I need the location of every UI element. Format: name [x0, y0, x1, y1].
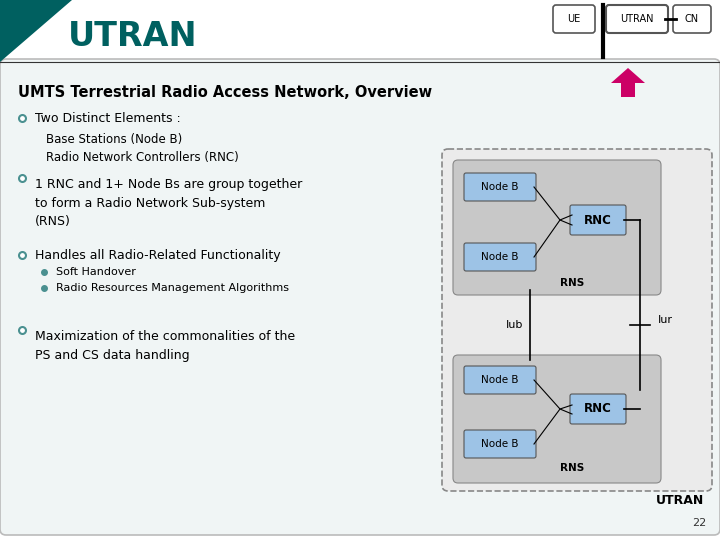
Text: Base Stations (Node B)
Radio Network Controllers (RNC): Base Stations (Node B) Radio Network Con…	[46, 133, 239, 164]
Text: RNC: RNC	[584, 213, 612, 226]
FancyBboxPatch shape	[570, 394, 626, 424]
FancyBboxPatch shape	[621, 83, 635, 97]
Text: Handles all Radio-Related Functionality: Handles all Radio-Related Functionality	[35, 248, 281, 261]
FancyBboxPatch shape	[673, 5, 711, 33]
FancyBboxPatch shape	[553, 5, 595, 33]
FancyBboxPatch shape	[453, 355, 661, 483]
FancyBboxPatch shape	[570, 205, 626, 235]
Text: Soft Handover: Soft Handover	[56, 267, 136, 277]
Text: RNS: RNS	[560, 278, 584, 288]
FancyBboxPatch shape	[453, 160, 661, 295]
Text: 1 RNC and 1+ Node Bs are group together
to form a Radio Network Sub-system
(RNS): 1 RNC and 1+ Node Bs are group together …	[35, 178, 302, 228]
Text: Iur: Iur	[658, 315, 673, 325]
FancyBboxPatch shape	[464, 366, 536, 394]
Text: Two Distinct Elements :: Two Distinct Elements :	[35, 111, 181, 125]
Text: CN: CN	[685, 14, 699, 24]
Text: Iub: Iub	[506, 320, 523, 330]
FancyBboxPatch shape	[464, 430, 536, 458]
Text: UE: UE	[567, 14, 580, 24]
Text: RNS: RNS	[560, 463, 584, 473]
Text: Radio Resources Management Algorithms: Radio Resources Management Algorithms	[56, 283, 289, 293]
FancyBboxPatch shape	[0, 0, 720, 62]
Text: Node B: Node B	[481, 252, 518, 262]
Text: Node B: Node B	[481, 439, 518, 449]
Text: UTRAN: UTRAN	[656, 494, 704, 507]
Text: UTRAN: UTRAN	[68, 19, 197, 52]
FancyBboxPatch shape	[0, 59, 720, 535]
Text: UTRAN: UTRAN	[620, 14, 654, 24]
Text: Maximization of the commonalities of the
PS and CS data handling: Maximization of the commonalities of the…	[35, 330, 295, 361]
FancyBboxPatch shape	[464, 173, 536, 201]
FancyBboxPatch shape	[442, 149, 712, 491]
Polygon shape	[611, 68, 645, 83]
Polygon shape	[0, 0, 72, 62]
Text: Node B: Node B	[481, 182, 518, 192]
FancyBboxPatch shape	[606, 5, 668, 33]
Text: UMTS Terrestrial Radio Access Network, Overview: UMTS Terrestrial Radio Access Network, O…	[18, 85, 432, 100]
FancyBboxPatch shape	[464, 243, 536, 271]
Text: RNC: RNC	[584, 402, 612, 415]
Text: 22: 22	[692, 518, 706, 528]
Text: Node B: Node B	[481, 375, 518, 385]
